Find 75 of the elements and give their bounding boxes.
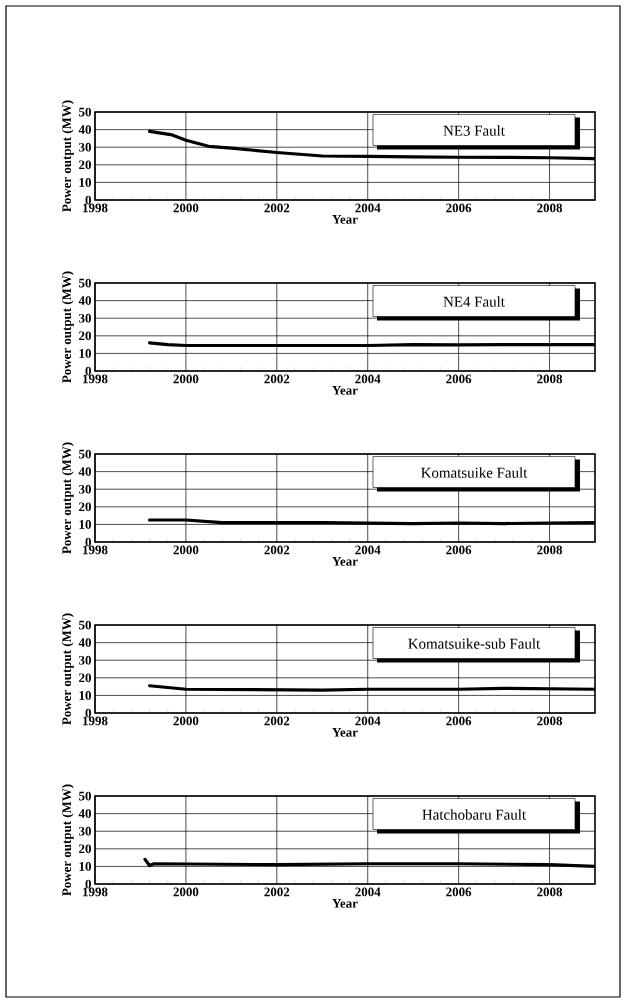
x-tick-label: 1998: [83, 887, 108, 897]
x-tick-label: 2006: [446, 545, 472, 555]
y-tick-label: 30: [79, 655, 91, 665]
y-tick-label: 50: [79, 449, 91, 459]
y-axis-title: Power output (MW): [61, 784, 74, 896]
y-tick-label: 50: [79, 791, 91, 801]
y-axis-title: Power output (MW): [61, 271, 74, 383]
y-tick-label: 20: [79, 160, 91, 170]
x-tick-label: 2006: [446, 887, 472, 897]
y-tick-label: 40: [78, 638, 91, 647]
x-tick-label: 2008: [537, 545, 563, 555]
y-tick-label: 30: [79, 313, 91, 323]
y-tick-label: 0: [85, 537, 91, 547]
x-tick-label: 2004: [355, 887, 381, 897]
x-tick-label: 2002: [264, 374, 290, 384]
x-tick-label: 2002: [264, 545, 290, 555]
x-tick-label: 2008: [537, 716, 563, 726]
x-tick-label: 1998: [83, 545, 108, 555]
x-tick-label: 1998: [83, 716, 108, 726]
x-tick-label: 2006: [446, 374, 472, 384]
x-axis-title: Year: [332, 899, 358, 908]
y-tick-label: 20: [79, 331, 91, 341]
x-tick-label: 2000: [173, 887, 199, 897]
y-tick-label: 10: [79, 691, 91, 700]
x-tick-label: 2000: [173, 545, 199, 555]
x-axis-title: Year: [332, 215, 358, 224]
x-tick-label: 1998: [83, 203, 108, 213]
x-tick-label: 2004: [355, 374, 381, 384]
y-tick-label: 40: [78, 125, 91, 134]
x-tick-label: 2000: [173, 203, 199, 213]
y-tick-label: 20: [79, 502, 91, 512]
x-tick-label: 2006: [446, 716, 472, 726]
text: Komatsuike-sub Fault: [408, 638, 541, 649]
x-tick-label: 2000: [173, 374, 199, 384]
y-tick-label: 30: [79, 142, 91, 152]
x-tick-label: 2006: [446, 203, 472, 213]
y-axis-title: Power output (MW): [61, 100, 74, 212]
y-tick-label: 40: [78, 809, 91, 818]
x-tick-label: 2002: [264, 716, 290, 726]
x-tick-label: 1998: [83, 374, 108, 384]
x-axis-title: Year: [332, 386, 358, 395]
y-tick-label: 10: [79, 349, 91, 358]
y-tick-label: 0: [85, 195, 91, 205]
y-tick-label: 50: [79, 107, 91, 117]
y-tick-label: 10: [79, 178, 91, 187]
x-axis-title: Year: [332, 728, 358, 737]
x-tick-label: 2002: [264, 887, 290, 897]
x-tick-label: 2008: [537, 887, 563, 897]
x-tick-label: 2008: [537, 203, 563, 213]
y-tick-label: 40: [78, 467, 91, 476]
x-tick-label: 2004: [355, 545, 381, 555]
text: NE4 Fault: [443, 296, 505, 307]
text: Komatsuike Fault: [421, 467, 528, 478]
y-tick-label: 50: [79, 278, 91, 288]
y-axis-title: Power output (MW): [61, 442, 74, 554]
y-tick-label: 0: [85, 708, 91, 718]
y-axis-title: Power output (MW): [61, 613, 74, 725]
x-axis-title: Year: [332, 557, 358, 566]
y-tick-label: 30: [79, 826, 91, 836]
text: NE3 Fault: [443, 125, 505, 136]
y-tick-label: 20: [79, 844, 91, 854]
y-tick-label: 10: [79, 862, 91, 871]
x-tick-label: 2004: [355, 716, 381, 726]
y-tick-label: 50: [79, 620, 91, 630]
y-tick-label: 30: [79, 484, 91, 494]
y-tick-label: 0: [85, 879, 91, 889]
y-tick-label: 10: [79, 520, 91, 529]
x-tick-label: 2004: [355, 203, 381, 213]
y-tick-label: 20: [79, 673, 91, 683]
y-tick-label: 0: [85, 366, 91, 376]
x-tick-label: 2002: [264, 203, 290, 213]
text: Hatchobaru Fault: [422, 809, 526, 820]
y-tick-label: 40: [78, 296, 91, 305]
x-tick-label: 2008: [537, 374, 563, 384]
x-tick-label: 2000: [173, 716, 199, 726]
